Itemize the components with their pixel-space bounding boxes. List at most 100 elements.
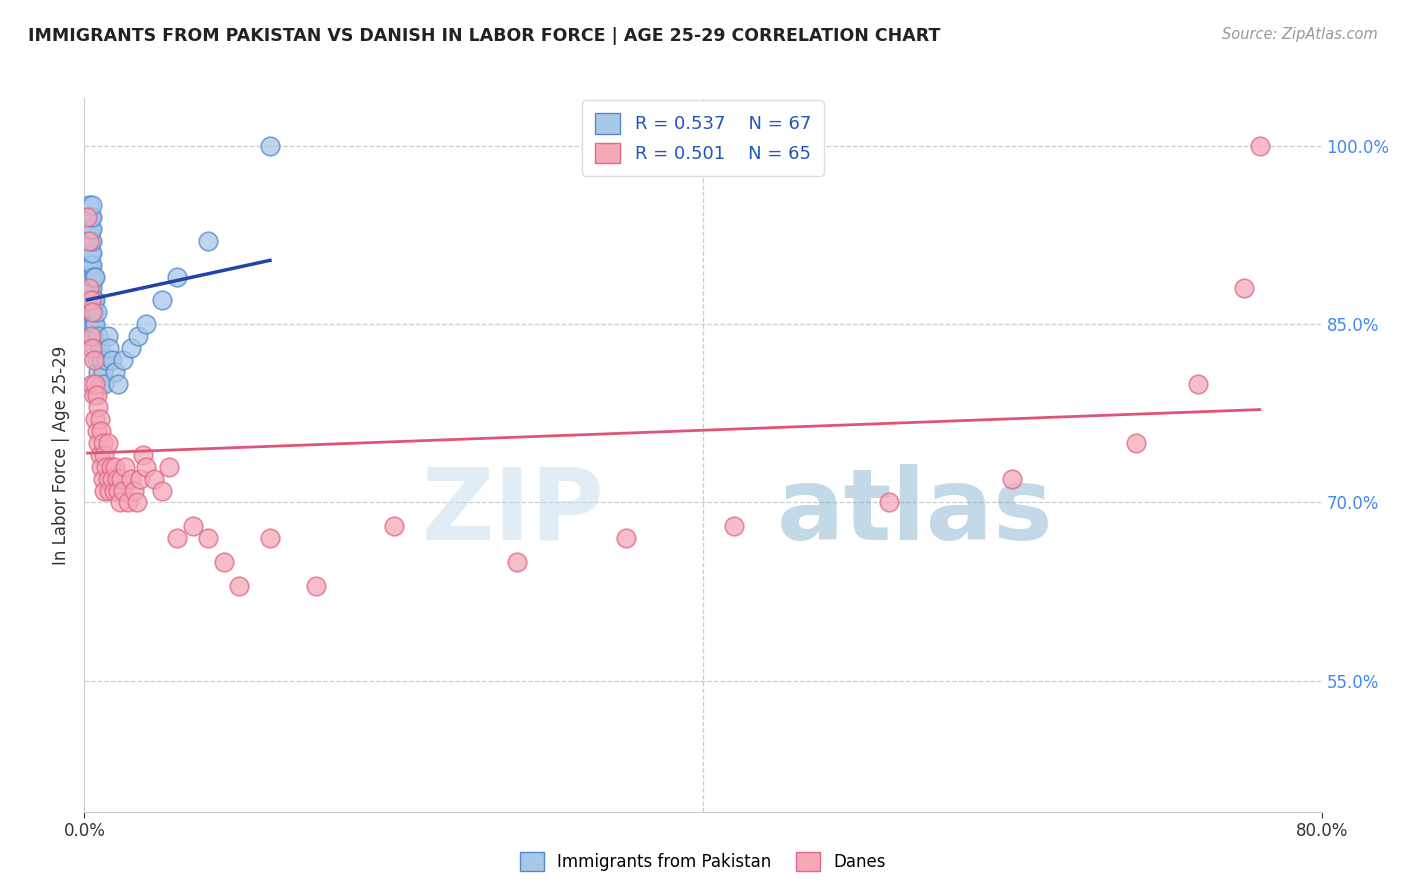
Point (82, 258, 104, 272)
Point (79, 317, 101, 331)
Point (77, 305, 100, 319)
Point (94, 352, 117, 367)
Point (166, 269, 188, 284)
Point (96, 329, 118, 343)
Point (96, 436, 118, 450)
Point (90, 352, 112, 367)
Point (79, 329, 101, 343)
Point (89, 376, 111, 391)
Point (104, 365, 127, 379)
Point (84, 412, 107, 426)
Point (82, 329, 104, 343)
Point (77, 198, 100, 212)
Point (107, 376, 129, 391)
Point (305, 579, 328, 593)
Point (77, 258, 100, 272)
Point (82, 376, 104, 391)
Point (89, 341, 111, 355)
Point (79, 269, 101, 284)
Point (197, 234, 219, 248)
Point (197, 531, 219, 545)
Point (1233, 281, 1256, 295)
Point (1001, 472, 1024, 486)
Point (76, 245, 98, 260)
Legend: R = 0.537    N = 67, R = 0.501    N = 65: R = 0.537 N = 67, R = 0.501 N = 65 (582, 100, 824, 176)
Point (82, 293, 104, 308)
Point (76, 281, 98, 295)
Point (101, 472, 124, 486)
Point (90, 424, 112, 438)
Point (1187, 376, 1209, 391)
Point (382, 519, 405, 533)
Point (84, 341, 107, 355)
Point (723, 519, 745, 533)
Point (82, 305, 104, 319)
Legend: Immigrants from Pakistan, Danes: Immigrants from Pakistan, Danes (512, 843, 894, 880)
Point (79, 293, 101, 308)
Point (90, 459, 112, 474)
Point (77, 234, 100, 248)
Point (91, 436, 114, 450)
Point (82, 269, 104, 284)
Point (107, 483, 129, 498)
Point (87, 329, 110, 343)
Point (77, 222, 100, 236)
Point (135, 317, 157, 331)
Point (94, 459, 117, 474)
Point (98, 341, 121, 355)
Point (122, 483, 145, 498)
Point (77, 281, 100, 295)
Point (79, 245, 101, 260)
Point (91, 472, 114, 486)
Point (112, 483, 135, 498)
Point (125, 495, 148, 509)
Text: atlas: atlas (778, 464, 1054, 560)
Point (83, 352, 105, 367)
Point (79, 234, 101, 248)
Point (82, 341, 104, 355)
Point (82, 234, 104, 248)
Point (87, 401, 110, 415)
Point (105, 472, 128, 486)
Point (82, 317, 104, 331)
Point (129, 472, 152, 486)
Point (79, 210, 101, 224)
Point (259, 531, 281, 545)
Point (87, 365, 110, 379)
Point (93, 376, 115, 391)
Point (82, 305, 104, 319)
Point (127, 329, 149, 343)
Point (83, 317, 105, 331)
Point (506, 555, 529, 569)
Point (83, 329, 105, 343)
Point (77, 269, 100, 284)
Point (120, 341, 142, 355)
Point (79, 293, 101, 308)
Point (89, 448, 111, 462)
Text: IMMIGRANTS FROM PAKISTAN VS DANISH IN LABOR FORCE | AGE 25-29 CORRELATION CHART: IMMIGRANTS FROM PAKISTAN VS DANISH IN LA… (28, 27, 941, 45)
Point (98, 483, 121, 498)
Point (101, 352, 124, 367)
Point (83, 293, 105, 308)
Point (117, 495, 139, 509)
Point (93, 448, 115, 462)
Point (166, 531, 188, 545)
Point (77, 210, 100, 224)
Point (120, 472, 142, 486)
Point (91, 365, 114, 379)
Point (877, 495, 900, 509)
Point (135, 459, 157, 474)
Point (181, 519, 204, 533)
Point (86, 424, 108, 438)
Point (77, 281, 100, 295)
Point (82, 245, 104, 260)
Point (96, 472, 118, 486)
Point (82, 210, 104, 224)
Point (132, 448, 155, 462)
Point (84, 317, 107, 331)
Point (86, 352, 108, 367)
Point (77, 234, 100, 248)
Point (103, 483, 125, 498)
Point (84, 376, 107, 391)
Point (76, 258, 98, 272)
